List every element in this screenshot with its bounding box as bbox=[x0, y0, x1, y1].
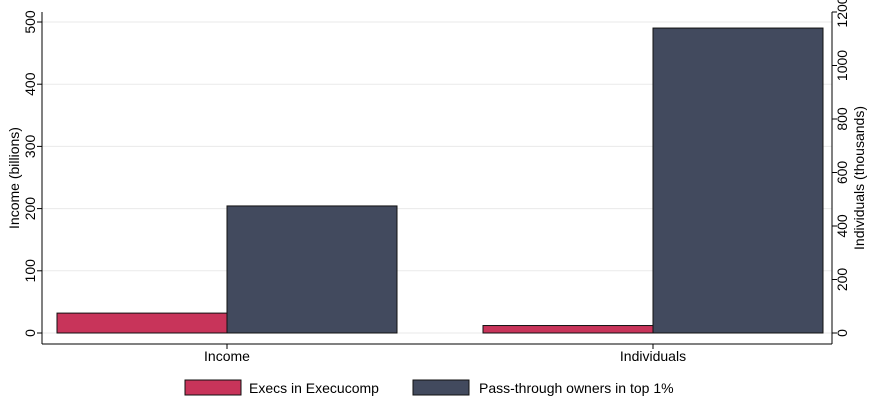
right-y-axis-title: Individuals (thousands) bbox=[851, 106, 867, 250]
left-tick-label: 0 bbox=[22, 329, 38, 337]
bar-execs-individuals bbox=[482, 325, 654, 334]
legend: Execs in Execucomp Pass-through owners in… bbox=[184, 379, 674, 396]
left-tick-label: 200 bbox=[22, 197, 38, 221]
bar-passthrough-income bbox=[226, 205, 398, 334]
right-tick-label: 800 bbox=[834, 107, 850, 131]
category-label: Income bbox=[204, 348, 250, 364]
right-tick-label: 0 bbox=[834, 329, 850, 337]
right-tick-label: 1200 bbox=[834, 0, 850, 28]
legend-label: Pass-through owners in top 1% bbox=[479, 380, 674, 396]
left-tick-label: 500 bbox=[22, 10, 38, 34]
left-tick-label: 100 bbox=[22, 259, 38, 283]
right-tick-label: 200 bbox=[834, 268, 850, 292]
bar-passthrough-individuals bbox=[652, 27, 824, 334]
right-y-ticks: 0 200 400 600 800 1000 1200 bbox=[832, 0, 850, 337]
category-label: Individuals bbox=[620, 348, 686, 364]
x-category-ticks: Income Individuals bbox=[204, 344, 686, 364]
right-tick-label: 600 bbox=[834, 161, 850, 185]
legend-swatch bbox=[184, 379, 242, 396]
bar-execs-income bbox=[56, 312, 228, 334]
left-y-axis-title: Income (billions) bbox=[6, 127, 22, 229]
legend-swatch bbox=[412, 379, 470, 396]
left-y-ticks: 0 100 200 300 400 500 bbox=[22, 10, 42, 337]
left-tick-label: 400 bbox=[22, 72, 38, 96]
left-tick-label: 300 bbox=[22, 135, 38, 159]
legend-label: Execs in Execucomp bbox=[249, 380, 379, 396]
bars bbox=[56, 27, 824, 334]
right-tick-label: 1000 bbox=[834, 50, 850, 81]
right-tick-label: 400 bbox=[834, 214, 850, 238]
